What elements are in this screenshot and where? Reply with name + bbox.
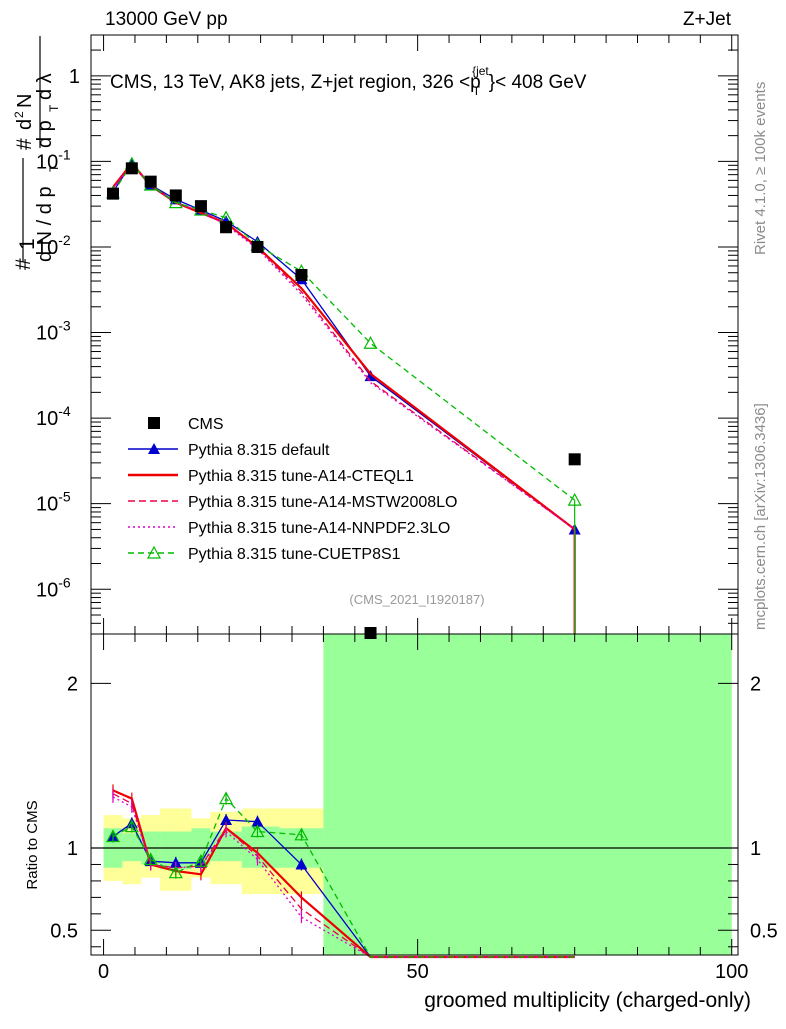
main-axes: 10-6 10-5 10-4 10-3 10-2 10-1 1 <box>36 34 738 635</box>
svg-text:T: T <box>47 104 61 112</box>
data-point-main <box>295 269 308 282</box>
svg-text:#: # <box>13 138 36 150</box>
mcplots-source-label: mcplots.cern.ch [arXiv:1306.3436] <box>752 403 769 630</box>
y-tick-label-ratio: 0.5 <box>750 920 778 942</box>
data-point-main <box>125 162 138 175</box>
series-point-ratio <box>294 827 309 841</box>
series-point-ratio <box>168 865 183 879</box>
svg-text:d λ: d λ <box>34 73 56 100</box>
series-point-ratio <box>193 853 208 867</box>
main-panel-frame <box>90 34 739 635</box>
svg-text:1: 1 <box>16 238 39 250</box>
series-line-ratio <box>112 796 575 958</box>
series-point-ratio <box>220 814 233 826</box>
data-point-main <box>251 240 264 253</box>
series-line-ratio <box>112 797 575 958</box>
data-point-main <box>144 175 157 188</box>
y-tick-label-main: 10-3 <box>36 318 71 345</box>
series-line-ratio <box>112 793 575 958</box>
legend: CMS Pythia 8.315 default Pythia 8.315 tune… <box>128 416 457 563</box>
y-tick-label-main: 10-1 <box>36 146 71 173</box>
chart-title: CMS, 13 TeV, AK8 jets, Z+jet region, 326… <box>110 64 587 98</box>
series-point-ratio <box>143 852 158 866</box>
legend-label: CMS <box>188 416 224 433</box>
uncertainty-band-inner <box>122 833 142 862</box>
series-point-main <box>567 492 582 506</box>
legend-label: Pythia 8.315 tune-A14-CTEQL1 <box>188 468 414 485</box>
y-tick-label-main: 10-6 <box>36 574 71 601</box>
rivet-version-label: Rivet 4.1.0, ≥ 100k events <box>752 82 769 255</box>
y-tick-label-main: 1 <box>69 66 80 88</box>
x-tick-label: 0 <box>98 961 109 983</box>
series-line-main <box>112 163 576 501</box>
svg-text:2: 2 <box>12 111 26 118</box>
series-point-ratio <box>251 815 264 827</box>
y-tick-label-main: 10-5 <box>36 489 71 516</box>
y-tick-label-main: 10-4 <box>36 403 71 430</box>
data-point-main <box>568 453 581 466</box>
legend-marker <box>146 545 162 559</box>
svg-text:d p: d p <box>34 120 56 148</box>
legend-marker <box>148 417 160 429</box>
data-point-main <box>169 189 182 202</box>
series-point-main <box>168 195 183 209</box>
data-point-main <box>364 627 377 639</box>
series-point-main <box>363 335 378 349</box>
legend-label: Pythia 8.315 tune-A14-MSTW2008LO <box>188 494 457 511</box>
ratio-bands <box>103 634 732 955</box>
y-tick-label-main: 10-2 <box>36 232 71 259</box>
series-line-ratio <box>112 789 575 959</box>
header-right: Z+Jet <box>683 9 732 30</box>
legend-label: Pythia 8.315 default <box>188 442 330 459</box>
ratio-axes: 0.5 0.5 1 1 2 2 0 50 100 <box>50 634 778 983</box>
svg-text:d N / d p: d N / d p <box>34 186 56 262</box>
y-tick-label-ratio: 0.5 <box>50 920 78 942</box>
series-line-main <box>112 163 576 530</box>
y-tick-label-ratio: 1 <box>750 838 761 860</box>
ratio-panel-frame <box>90 633 739 956</box>
x-tick-label: 100 <box>715 961 748 983</box>
data-point-main <box>106 187 119 200</box>
data-point-main <box>194 200 207 213</box>
y-tick-label-ratio: 2 <box>67 673 78 695</box>
svg-text:d: d <box>14 119 36 130</box>
data-point-main <box>220 221 233 234</box>
series-point-ratio <box>105 829 120 843</box>
ratio-series <box>105 784 575 959</box>
x-tick-label: 50 <box>407 961 429 983</box>
header-left: 13000 GeV pp <box>105 9 228 30</box>
y-axis-label-main: # 1 d N / d p T # d 2 N d p T d λ <box>12 36 61 270</box>
legend-label: Pythia 8.315 tune-A14-NNPDF2.3LO <box>188 520 450 537</box>
legend-marker <box>148 443 160 454</box>
svg-text:T: T <box>47 164 61 172</box>
series-line-ratio <box>112 819 575 958</box>
x-axis-label: groomed multiplicity (charged-only) <box>424 989 751 1012</box>
main-series <box>105 156 582 639</box>
y-tick-label-ratio: 1 <box>67 838 78 860</box>
series-point-ratio <box>219 791 234 805</box>
legend-label: Pythia 8.315 tune-CUETP8S1 <box>188 546 401 563</box>
uncertainty-band-inner <box>323 634 732 955</box>
analysis-id: (CMS_2021_I1920187) <box>349 592 484 607</box>
svg-text:N: N <box>14 94 36 108</box>
y-tick-label-ratio: 2 <box>750 673 761 695</box>
series-point-ratio <box>250 824 265 838</box>
series-point-ratio <box>295 858 308 870</box>
svg-text:#: # <box>12 258 35 270</box>
series-point-ratio <box>124 819 139 833</box>
y-axis-label-ratio: Ratio to CMS <box>24 800 41 889</box>
